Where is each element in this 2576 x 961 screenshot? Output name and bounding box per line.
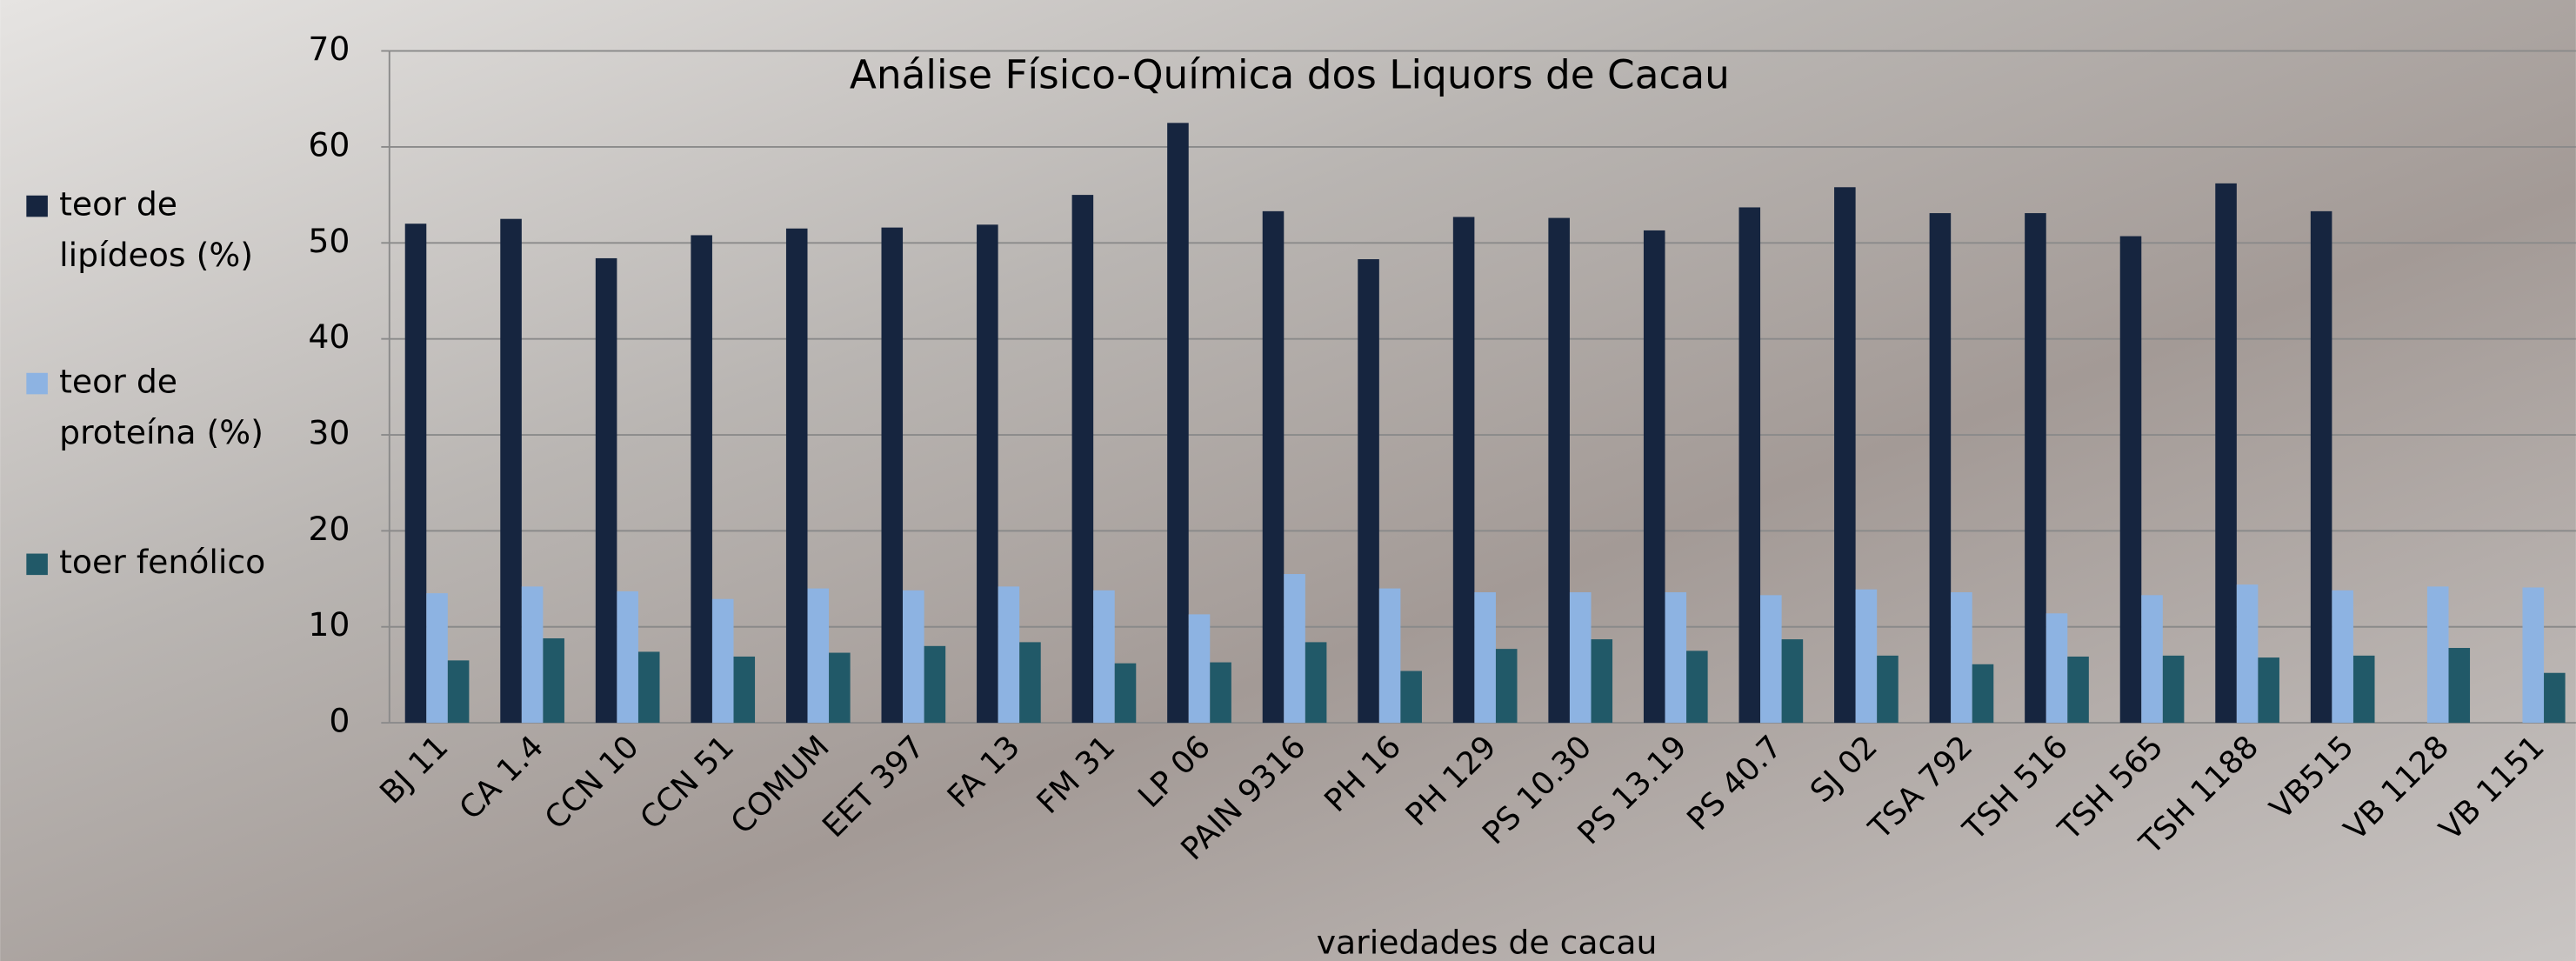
bar: [1210, 662, 1231, 724]
bar: [543, 637, 564, 724]
y-tick-label: 70: [308, 30, 350, 68]
bar: [1738, 207, 1761, 724]
bar: [1548, 217, 1570, 724]
y-tick-label: 50: [308, 222, 350, 260]
bar: [2310, 210, 2332, 724]
bar: [2448, 648, 2471, 724]
bar: [1262, 210, 1285, 724]
bar: [1495, 649, 1518, 724]
legend-label: teor de lipídeos (%): [59, 184, 253, 275]
bar: [807, 588, 830, 724]
bar: [447, 660, 470, 724]
bar: [1643, 230, 1665, 724]
bar: [998, 586, 1020, 724]
bar: [1019, 642, 1041, 724]
legend-swatch: [26, 195, 48, 217]
bar: [1972, 664, 1994, 724]
bar: [1834, 187, 1856, 724]
bar: [1686, 651, 1708, 724]
bar: [1305, 642, 1327, 724]
bar: [1093, 590, 1115, 724]
legend-swatch: [26, 372, 48, 395]
bar: [924, 645, 946, 724]
bar: [2141, 595, 2163, 724]
bar: [1071, 195, 1094, 724]
bar: [426, 593, 448, 724]
bar: [903, 590, 924, 724]
bar: [2544, 672, 2566, 724]
bar: [785, 228, 808, 724]
bar: [2426, 586, 2449, 724]
bar: [2025, 213, 2046, 724]
legend-swatch: [26, 553, 48, 576]
bar: [1665, 592, 1687, 724]
bar: [2236, 584, 2259, 724]
bar: [1591, 639, 1613, 724]
chart-title: Análise Físico-Química dos Liquors de Ca…: [850, 51, 1730, 97]
bar: [733, 656, 756, 724]
legend: teor de lipídeos (%) teor de proteína (%)…: [26, 184, 266, 582]
bar: [881, 227, 904, 724]
bar: [2258, 657, 2279, 724]
bar: [2119, 236, 2142, 724]
bar: [1188, 614, 1211, 724]
legend-label: teor de proteína (%): [59, 361, 264, 452]
y-tick-label: 60: [308, 125, 350, 164]
bar: [637, 651, 660, 724]
legend-label: toer fenólico: [59, 542, 266, 582]
bar: [500, 218, 522, 724]
y-tick-label: 10: [308, 605, 350, 644]
bar: [1877, 655, 1899, 724]
y-tick-label: 40: [308, 317, 350, 356]
bar: [2352, 655, 2375, 724]
bar: [1951, 592, 1972, 724]
y-tick-label: 30: [308, 414, 350, 452]
legend-item: teor de proteína (%): [59, 361, 264, 452]
bar: [2215, 183, 2237, 724]
bar: [1167, 123, 1189, 724]
x-axis-label: variedades de cacau: [1317, 924, 1658, 961]
bar: [2162, 655, 2185, 724]
bar: [595, 257, 617, 724]
bar: [1284, 574, 1305, 724]
y-tick-label: 0: [329, 702, 350, 740]
bar: [1400, 671, 1422, 724]
y-tick-label: 20: [308, 510, 350, 548]
bar: [1378, 588, 1401, 724]
bar: [404, 224, 427, 724]
bar: [711, 598, 734, 724]
bar: [521, 586, 544, 724]
bar: [1452, 217, 1475, 724]
bar: [2522, 587, 2545, 724]
bar: [1855, 589, 1878, 724]
bar: [977, 224, 998, 724]
bar: [1474, 592, 1496, 724]
bar: [617, 591, 638, 724]
bar: [1929, 213, 1952, 724]
bar: [2067, 656, 2089, 724]
bar: [2332, 590, 2353, 724]
bar: [829, 652, 851, 724]
bar: [1114, 663, 1137, 724]
bar: [1781, 639, 1804, 724]
legend-item: teor de lipídeos (%): [59, 184, 253, 275]
bar: [1760, 595, 1782, 724]
bar: [1358, 259, 1379, 724]
bar: [1569, 592, 1592, 724]
bar: [2045, 613, 2068, 724]
bar: [691, 235, 712, 724]
legend-item: toer fenólico: [59, 542, 266, 582]
